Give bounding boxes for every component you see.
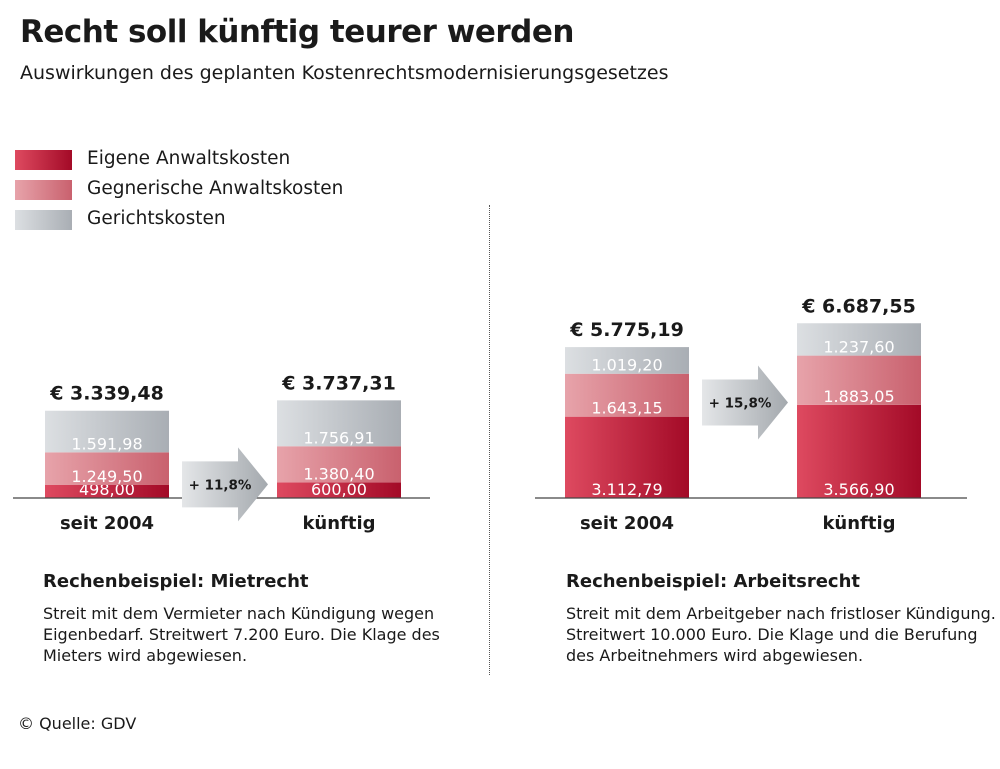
- panel-divider: [489, 205, 490, 675]
- segment-value-label: 1.380,40: [303, 464, 374, 483]
- bar-total-label: € 3.737,31: [281, 372, 396, 394]
- bar-eigene-arbeitsrecht-1: [797, 404, 921, 498]
- segment-value-label: 1.591,98: [71, 434, 142, 453]
- bar-eigene-mietrecht-1: [277, 482, 401, 498]
- bar-gegnerische-arbeitsrecht-0: [565, 373, 689, 417]
- category-label: künftig: [302, 513, 375, 534]
- caption-title-arbeitsrecht: Rechenbeispiel: Arbeitsrecht: [566, 571, 861, 592]
- bar-gegnerische-mietrecht-1: [277, 446, 401, 483]
- bar-gegnerische-arbeitsrecht-1: [797, 355, 921, 405]
- legend-label-gegnerische: Gegnerische Anwaltskosten: [87, 178, 344, 199]
- chart-subtitle: Auswirkungen des geplanten Kostenrechtsm…: [20, 62, 669, 84]
- source-note: © Quelle: GDV: [18, 714, 137, 733]
- bar-eigene-arbeitsrecht-0: [565, 416, 689, 498]
- segment-value-label: 1.249,50: [71, 467, 142, 486]
- legend-label-eigene: Eigene Anwaltskosten: [87, 148, 291, 169]
- category-label: künftig: [822, 513, 895, 534]
- segment-value-label: 1.883,05: [823, 387, 894, 406]
- bar-gericht-arbeitsrecht-1: [797, 323, 921, 356]
- bar-gegnerische-mietrecht-0: [45, 452, 169, 485]
- bar-gericht-mietrecht-0: [45, 410, 169, 453]
- bar-total-label: € 3.339,48: [49, 383, 164, 405]
- segment-value-label: 1.643,15: [591, 399, 662, 418]
- segment-value-label: 3.112,79: [591, 480, 662, 499]
- change-arrow-icon: [702, 365, 788, 440]
- bar-eigene-mietrecht-0: [45, 484, 169, 498]
- legend-swatch-gegnerische: [15, 180, 72, 200]
- legend-swatch-gericht: [15, 210, 72, 230]
- category-label: seit 2004: [60, 513, 154, 534]
- segment-value-label: 3.566,90: [823, 480, 894, 499]
- segment-value-label: 1.756,91: [303, 428, 374, 447]
- chart-arbeitsrecht: 3.112,79 1.643,15 1.019,20 € 5.775,19 seit 2…: [535, 295, 967, 534]
- category-label: seit 2004: [580, 513, 674, 534]
- bar-total-label: € 5.775,19: [569, 319, 684, 341]
- caption-text-arbeitsrecht: Streit mit dem Arbeitgeber nach fristlos…: [566, 604, 996, 665]
- chart-title: Recht soll künftig teurer werden: [20, 14, 574, 50]
- bar-gericht-mietrecht-1: [277, 400, 401, 447]
- bar-total-label: € 6.687,55: [801, 295, 916, 317]
- segment-value-label: 600,00: [311, 480, 367, 499]
- caption-text-mietrecht: Streit mit dem Vermieter nach Kündigung …: [43, 604, 440, 665]
- segment-value-label: 1.237,60: [823, 338, 894, 357]
- caption-title-mietrecht: Rechenbeispiel: Mietrecht: [43, 571, 309, 592]
- change-arrow-icon: [182, 447, 268, 522]
- legend-swatch-eigene: [15, 150, 72, 170]
- bar-gericht-arbeitsrecht-0: [565, 347, 689, 374]
- change-label: + 15,8%: [709, 396, 772, 412]
- segment-value-label: 1.019,20: [591, 356, 662, 375]
- change-label: + 11,8%: [189, 477, 252, 493]
- legend-label-gericht: Gerichtskosten: [87, 208, 226, 229]
